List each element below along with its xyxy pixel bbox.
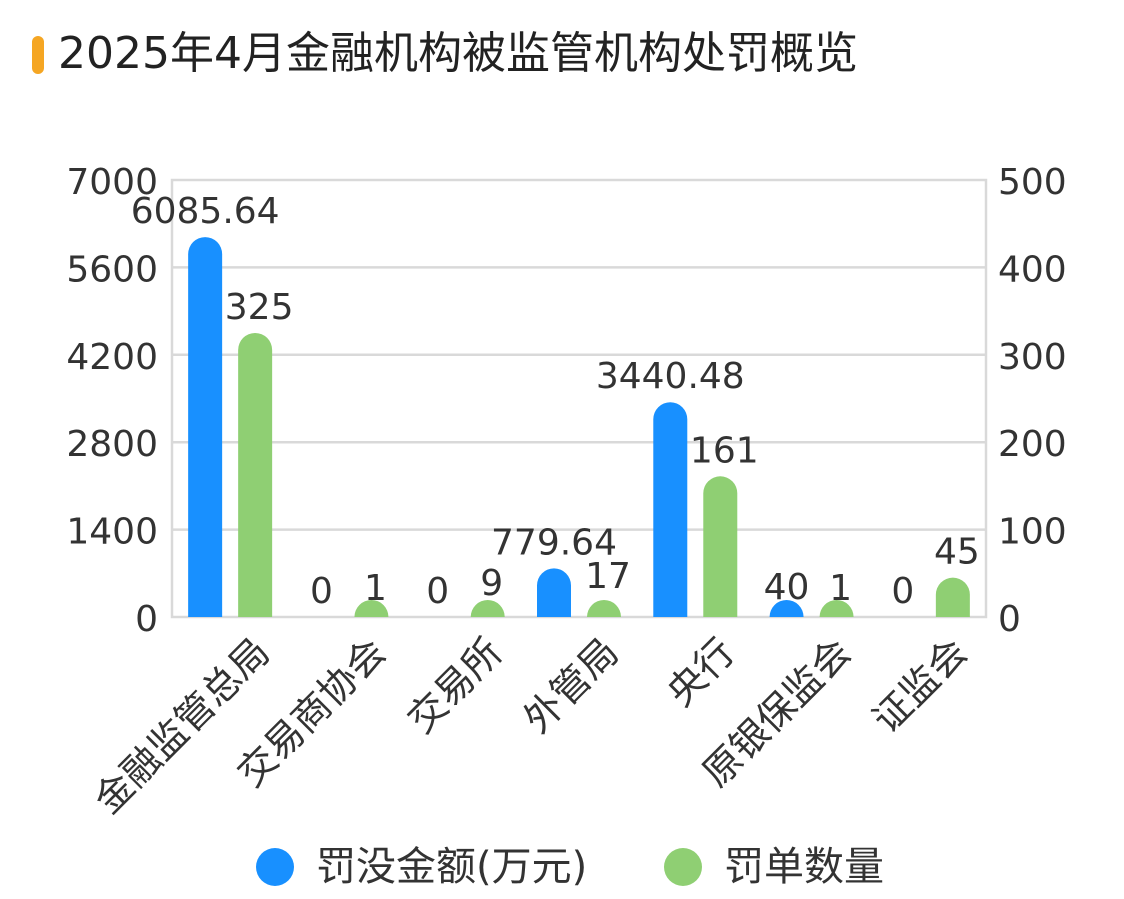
bar-count	[238, 332, 273, 617]
x-category-label: 央行	[658, 630, 743, 715]
legend-label-amount: 罚没金额(万元)	[316, 844, 588, 890]
chart-legend: 罚没金额(万元) 罚单数量	[0, 828, 1124, 898]
data-label-count: 325	[225, 287, 294, 328]
x-category-label: 证监会	[864, 630, 976, 742]
legend-label-count: 罚单数量	[724, 844, 884, 890]
bar-count	[703, 476, 738, 617]
data-label-count: 161	[690, 430, 759, 471]
data-label-amount: 0	[426, 571, 449, 612]
bar-count	[819, 600, 854, 617]
bar-count	[354, 600, 389, 617]
data-label-count: 45	[934, 532, 980, 573]
legend-dot-amount	[256, 848, 294, 886]
bar-amount	[769, 600, 804, 617]
bar-amount	[537, 568, 571, 617]
legend-dot-count	[664, 848, 702, 886]
y-left-tick-label: 7000	[66, 162, 158, 203]
y-right-tick-label: 300	[998, 337, 1067, 378]
title-accent-bar	[32, 36, 44, 74]
y-left-tick-label: 2800	[66, 424, 158, 465]
data-label-amount: 0	[310, 571, 333, 612]
data-label-amount: 0	[891, 571, 914, 612]
bar-count	[935, 577, 970, 617]
data-label-count: 9	[480, 563, 503, 604]
bar-amount	[188, 237, 223, 617]
y-right-tick-label: 100	[998, 512, 1067, 553]
y-left-tick-label: 5600	[66, 249, 158, 290]
chart-title: 2025年4月金融机构被监管机构处罚概览	[58, 28, 858, 79]
data-label-count: 1	[364, 568, 387, 609]
data-label-amount: 6085.64	[131, 191, 280, 232]
data-label-amount: 40	[764, 567, 810, 608]
x-category-label: 交易所	[399, 630, 511, 742]
chart-title-area: 2025年4月金融机构被监管机构处罚概览	[0, 0, 1124, 110]
data-label-amount: 779.64	[491, 522, 617, 563]
x-category-label: 外管局	[515, 630, 627, 742]
bar-count	[587, 600, 621, 617]
x-category-label: 金融监管总局	[86, 630, 278, 822]
bar-amount	[653, 402, 688, 617]
bar-count	[470, 600, 505, 617]
y-left-tick-label: 4200	[66, 337, 158, 378]
y-right-tick-label: 0	[998, 599, 1021, 640]
y-left-tick-label: 1400	[66, 512, 158, 553]
plot-frame	[170, 178, 988, 619]
y-left-tick-label: 0	[135, 599, 158, 640]
y-right-tick-label: 500	[998, 162, 1067, 203]
data-label-count: 1	[829, 568, 852, 609]
data-label-count: 17	[585, 556, 631, 597]
y-right-tick-label: 200	[998, 424, 1067, 465]
data-label-amount: 3440.48	[596, 356, 745, 397]
y-right-tick-label: 400	[998, 249, 1067, 290]
